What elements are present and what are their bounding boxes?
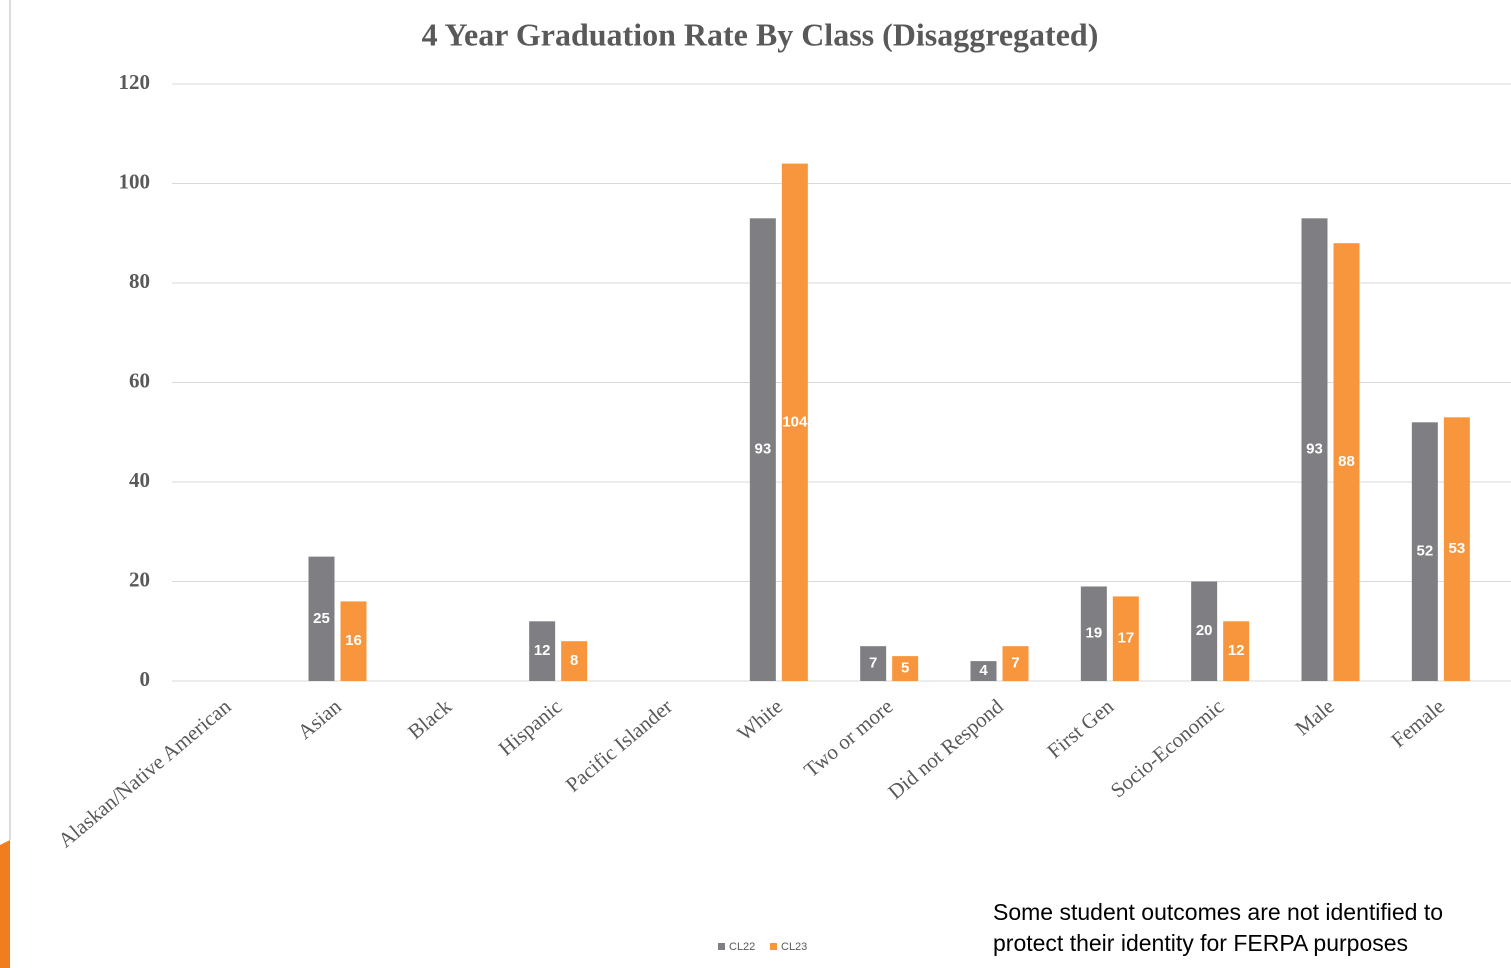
y-tick-label: 0 xyxy=(140,667,151,691)
data-label: 16 xyxy=(345,632,362,649)
bar xyxy=(1191,581,1218,681)
y-tick-label: 100 xyxy=(119,169,151,193)
x-tick-label: Male xyxy=(1290,694,1338,740)
bar xyxy=(860,646,887,681)
y-tick-label: 80 xyxy=(129,269,150,293)
bar xyxy=(749,218,776,681)
x-tick-label: Did not Respond xyxy=(883,694,1008,804)
bar xyxy=(1301,218,1328,681)
data-label: 25 xyxy=(313,610,330,627)
data-label: 104 xyxy=(782,413,808,430)
x-tick-label: Socio-Economic xyxy=(1106,694,1229,802)
x-tick-label: Black xyxy=(403,694,456,744)
bar xyxy=(1002,646,1029,681)
bar xyxy=(1080,586,1107,681)
bar xyxy=(1411,422,1438,681)
bar xyxy=(892,656,919,681)
bar xyxy=(1112,596,1139,681)
legend-label: CL23 xyxy=(781,941,807,953)
x-tick-label: Asian xyxy=(293,694,346,744)
bar xyxy=(970,661,997,681)
x-tick-label: First Gen xyxy=(1042,694,1118,763)
data-label: 52 xyxy=(1416,543,1433,560)
y-tick-label: 60 xyxy=(129,368,150,392)
bar xyxy=(561,641,588,681)
x-tick-label: Two or more xyxy=(799,694,897,782)
bar xyxy=(308,556,335,681)
data-label: 12 xyxy=(534,642,551,659)
data-label: 7 xyxy=(869,655,877,672)
data-label: 5 xyxy=(901,660,909,677)
note: protect their identity for FERPA purpose… xyxy=(993,930,1408,956)
legend-swatch xyxy=(770,943,777,950)
y-tick-label: 120 xyxy=(119,70,151,94)
bar xyxy=(529,621,556,681)
y-tick-label: 40 xyxy=(129,468,150,492)
data-label: 53 xyxy=(1448,540,1465,557)
bar xyxy=(1443,417,1470,681)
bar xyxy=(781,163,808,682)
legend-label: CL22 xyxy=(729,941,755,953)
x-tick-label: Female xyxy=(1386,694,1449,752)
bar xyxy=(1333,243,1360,681)
x-tick-label: White xyxy=(732,694,787,745)
data-label: 17 xyxy=(1117,630,1134,647)
data-label: 93 xyxy=(754,441,771,458)
x-tick-label: Alaskan/Native American xyxy=(53,694,235,853)
bar xyxy=(1223,621,1250,681)
data-label: 12 xyxy=(1228,642,1245,659)
decoration xyxy=(0,840,10,968)
data-label: 19 xyxy=(1085,625,1102,642)
legend-swatch xyxy=(718,943,725,950)
x-tick-label: Pacific Islander xyxy=(561,694,677,797)
data-label: 93 xyxy=(1306,441,1323,458)
y-tick-label: 20 xyxy=(129,567,150,591)
data-label: 8 xyxy=(570,652,578,669)
x-tick-label: Hispanic xyxy=(494,694,567,760)
data-label: 20 xyxy=(1196,622,1213,639)
chart-title: 4 Year Graduation Rate By Class (Disaggr… xyxy=(422,16,1099,52)
note: Some student outcomes are not identified… xyxy=(993,899,1443,925)
data-label: 7 xyxy=(1011,655,1019,672)
data-label: 4 xyxy=(979,662,988,679)
data-label: 88 xyxy=(1338,453,1355,470)
bar xyxy=(340,601,367,681)
